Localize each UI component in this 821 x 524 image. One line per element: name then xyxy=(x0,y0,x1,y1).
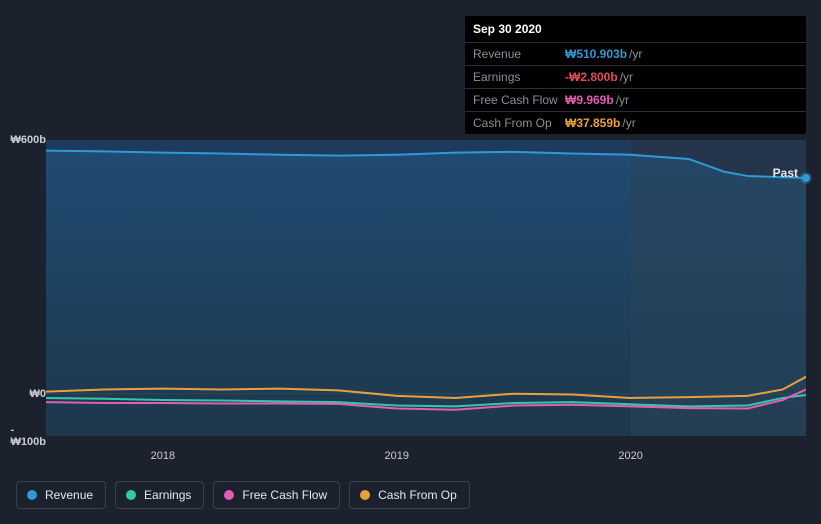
x-axis: 2018 2019 2020 xyxy=(46,446,806,466)
legend-item[interactable]: Revenue xyxy=(16,481,106,509)
tooltip-row: Revenue₩510.903b/yr xyxy=(465,43,806,66)
tooltip-metric-label: Revenue xyxy=(473,47,565,61)
x-tick-label: 2019 xyxy=(385,450,409,462)
x-tick-label: 2020 xyxy=(618,450,642,462)
y-tick-label: ₩0 xyxy=(30,388,47,400)
x-tick-label: 2018 xyxy=(151,450,175,462)
legend-label: Revenue xyxy=(45,488,93,502)
tooltip-metric-value: ₩510.903b xyxy=(565,47,627,61)
y-axis: -₩100b₩0₩600b xyxy=(16,120,46,479)
y-tick-label: -₩100b xyxy=(11,424,46,448)
tooltip-date: Sep 30 2020 xyxy=(465,16,806,43)
plot-area: Past xyxy=(46,140,806,436)
tooltip-row: Earnings-₩2.800b/yr xyxy=(465,66,806,89)
tooltip-metric-suffix: /yr xyxy=(620,70,633,84)
legend-item[interactable]: Earnings xyxy=(115,481,204,509)
series-end-marker xyxy=(802,174,810,182)
y-tick-label: ₩600b xyxy=(11,134,46,146)
chart-svg xyxy=(46,140,806,436)
legend-label: Free Cash Flow xyxy=(242,488,327,502)
legend-label: Earnings xyxy=(144,488,191,502)
legend-swatch xyxy=(360,490,370,500)
tooltip-metric-suffix: /yr xyxy=(629,47,642,61)
tooltip-metric-value: ₩9.969b xyxy=(565,93,614,107)
legend-swatch xyxy=(27,490,37,500)
tooltip-metric-label: Free Cash Flow xyxy=(473,93,565,107)
legend-item[interactable]: Cash From Op xyxy=(349,481,470,509)
data-tooltip: Sep 30 2020 Revenue₩510.903b/yrEarnings-… xyxy=(465,16,806,134)
legend-label: Cash From Op xyxy=(378,488,457,502)
legend-swatch xyxy=(224,490,234,500)
tooltip-row: Free Cash Flow₩9.969b/yr xyxy=(465,89,806,112)
past-label: Past xyxy=(773,166,798,180)
tooltip-metric-value: -₩2.800b xyxy=(565,70,618,84)
legend-item[interactable]: Free Cash Flow xyxy=(213,481,340,509)
legend: Revenue Earnings Free Cash Flow Cash From O… xyxy=(16,481,470,509)
chart-container: -₩100b₩0₩600b Past 2018 2019 2020 xyxy=(16,120,806,479)
tooltip-metric-suffix: /yr xyxy=(616,93,629,107)
legend-swatch xyxy=(126,490,136,500)
tooltip-metric-label: Earnings xyxy=(473,70,565,84)
